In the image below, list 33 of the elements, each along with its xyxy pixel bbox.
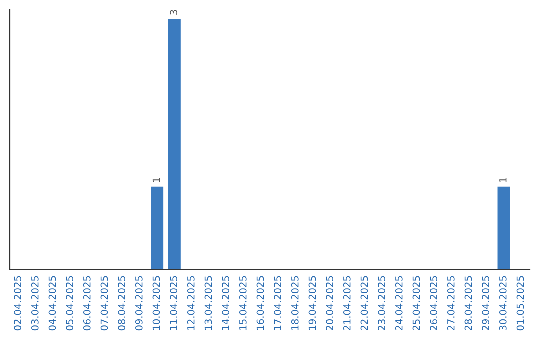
x-tick-label: 01.05.2025 [516,276,524,331]
x-tick-label: 20.04.2025 [326,276,334,331]
data-label: 1 [152,178,160,182]
x-tick-label: 25.04.2025 [412,276,420,331]
x-tick-label: 22.04.2025 [360,276,368,331]
x-tick-label: 06.04.2025 [83,276,91,331]
data-label: 3 [170,10,178,15]
x-tick-label: 19.04.2025 [308,276,316,330]
x-tick-label: 28.04.2025 [464,276,472,331]
x-tick-label: 07.04.2025 [100,276,108,331]
x-tick-label: 10.04.2025 [152,276,160,330]
x-tick-label: 14.04.2025 [222,276,230,330]
x-tick-label: 09.04.2025 [135,276,143,331]
x-tick-label: 16.04.2025 [256,276,264,330]
data-label: 1 [500,178,507,182]
x-tick-label: 11.04.2025 [170,276,178,330]
x-tick-label: 13.04.2025 [204,276,212,330]
x-tick-label: 23.04.2025 [378,276,386,331]
x-tick-label: 05.04.2025 [66,276,74,331]
x-tick-label: 17.04.2025 [274,276,282,330]
x-tick-label: 21.04.2025 [343,276,351,331]
x-tick-label: 08.04.2025 [118,276,126,331]
x-tick-label: 26.04.2025 [430,276,438,331]
x-tick-label: 02.04.2025 [14,276,22,331]
x-tick-label: 29.04.2025 [482,276,490,331]
x-tick-label: 30.04.2025 [499,276,507,330]
x-tick-label: 03.04.2025 [31,276,39,331]
x-tick-label: 15.04.2025 [239,276,247,330]
x-tick-label: 27.04.2025 [447,276,455,331]
x-tick-label: 04.04.2025 [48,276,56,331]
x-tick-label: 24.04.2025 [395,276,403,331]
x-tick-label: 12.04.2025 [187,276,195,330]
x-tick-label: 18.04.2025 [291,276,299,330]
